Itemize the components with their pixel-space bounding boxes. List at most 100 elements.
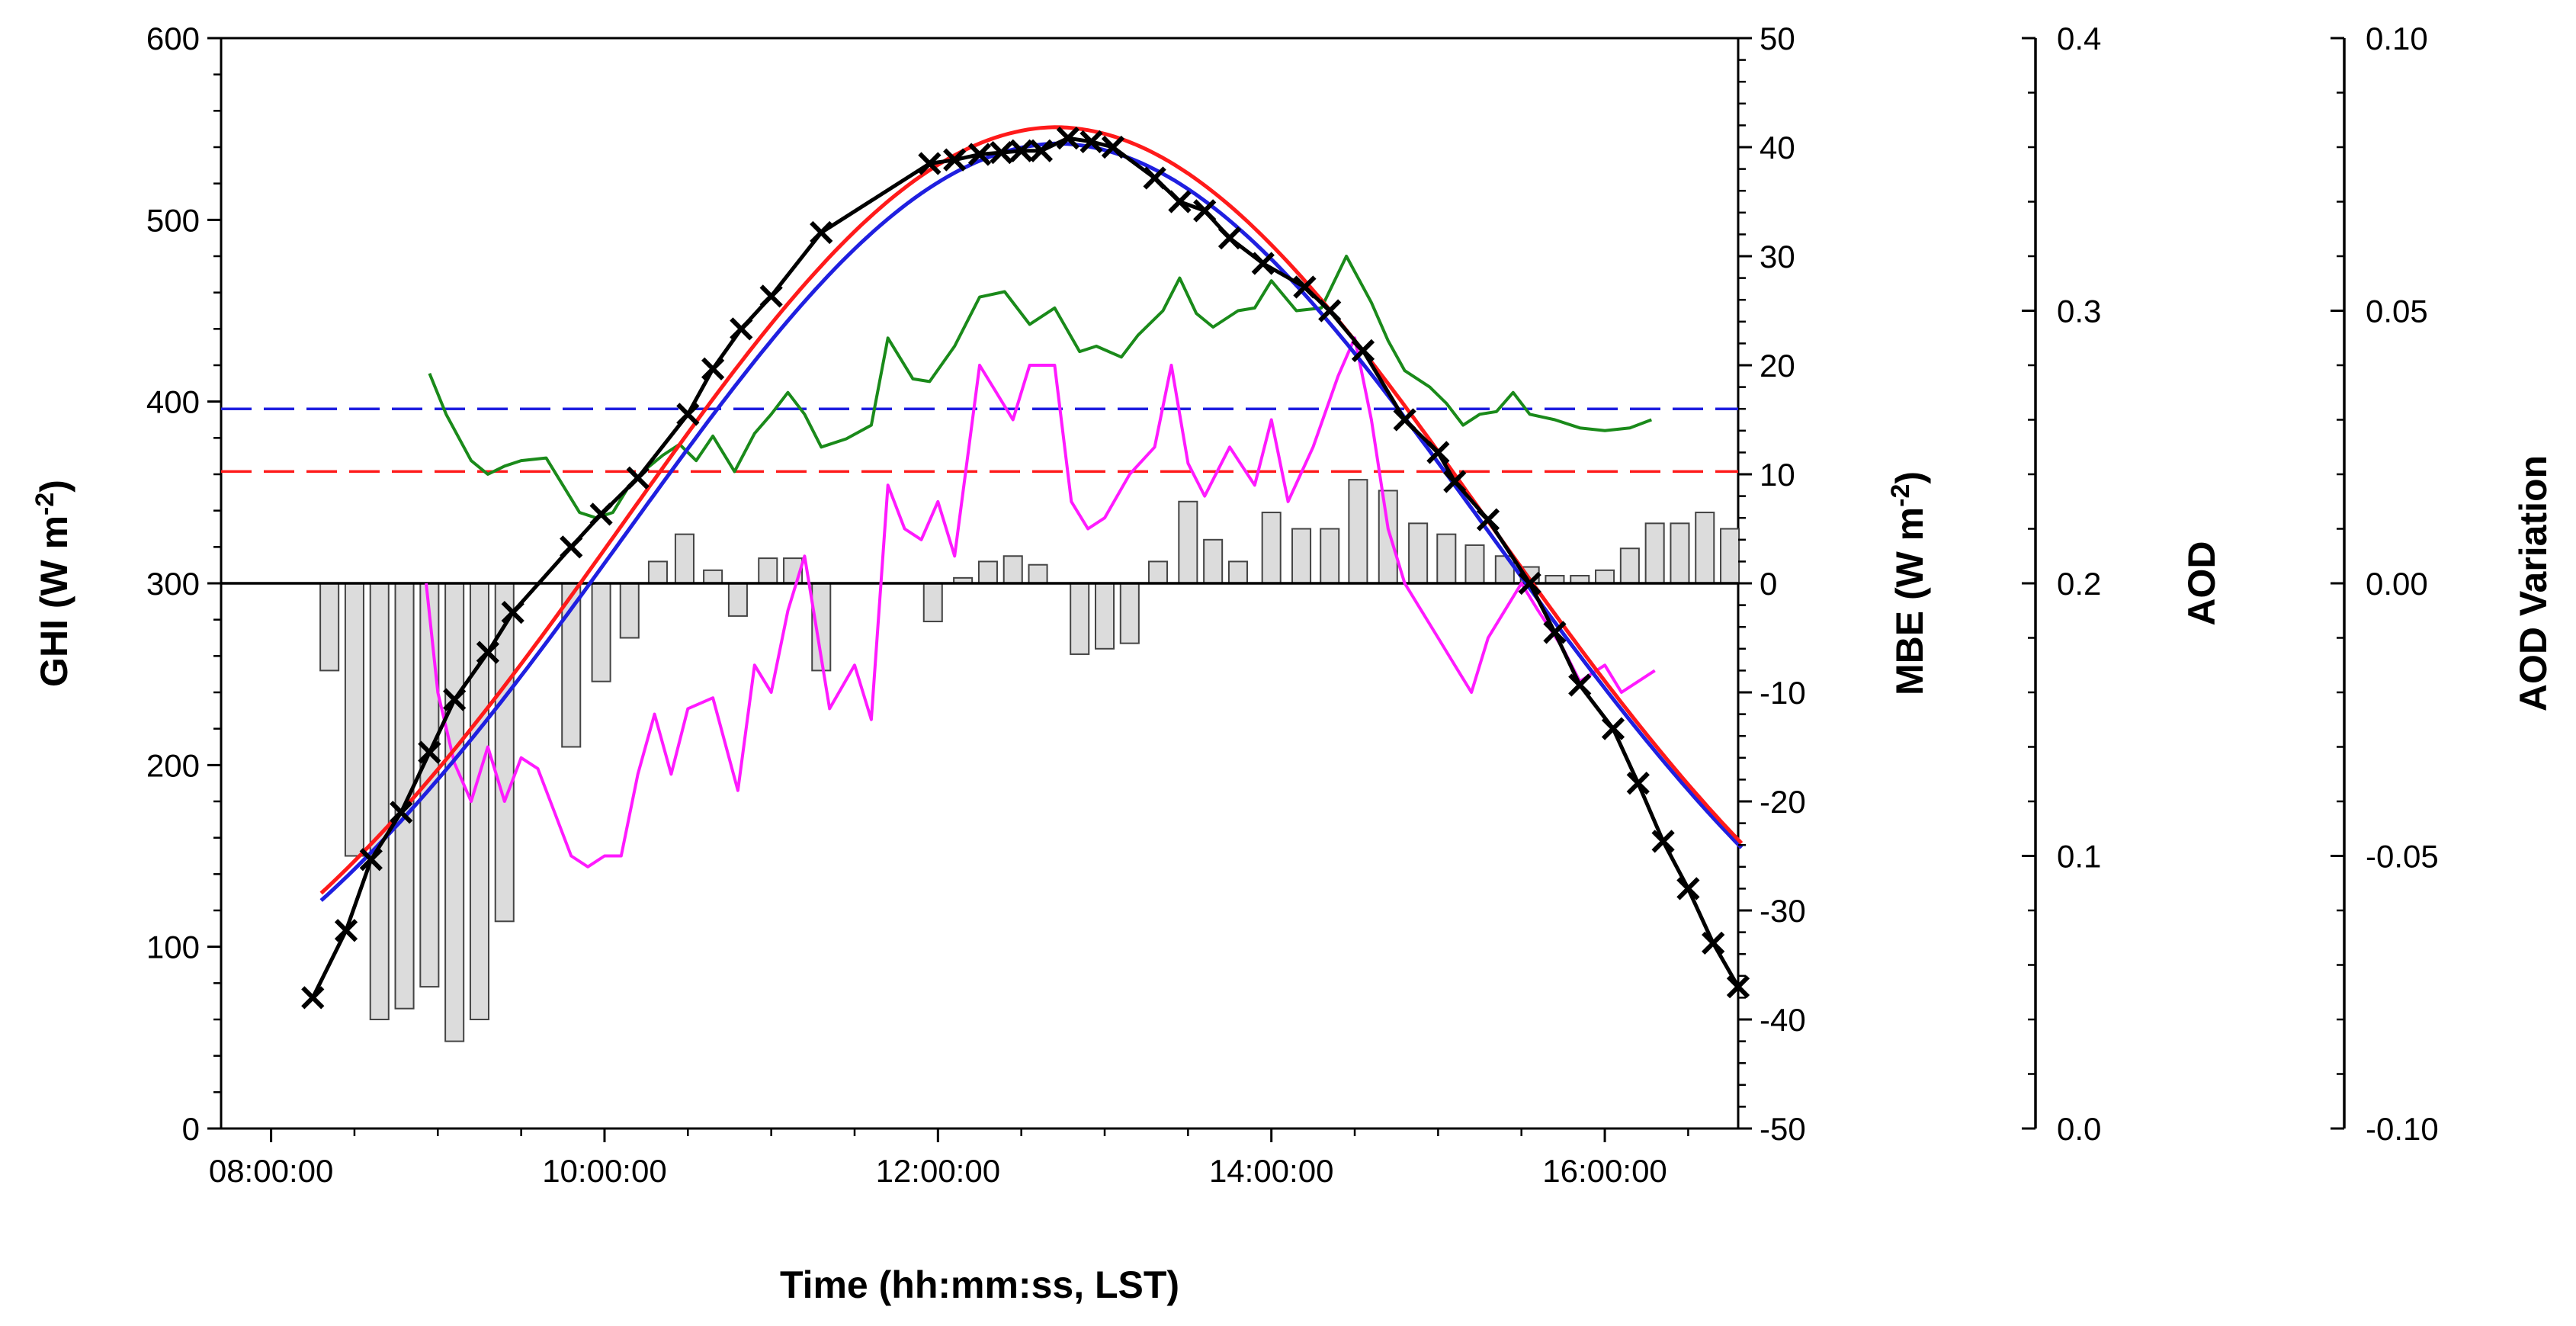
mbe-tick-label-9: 40 <box>1760 130 1795 165</box>
series-lines-group <box>311 125 1744 999</box>
measured-x-marker-10 <box>626 466 650 490</box>
mbe-bar-28 <box>1203 538 1224 584</box>
mbe-bar-15 <box>758 557 778 584</box>
measured-x-marker-28 <box>1217 226 1242 250</box>
mbe-bar-23 <box>1070 583 1090 655</box>
mbe-tick-label-4: -10 <box>1760 675 1806 711</box>
mbe-bar-9 <box>591 583 611 682</box>
mbe-bar-24 <box>1094 583 1115 650</box>
mbe-bar-35 <box>1408 522 1429 584</box>
x-tick-label-1: 10:00:00 <box>542 1153 667 1189</box>
measured-x-marker-13 <box>730 317 753 341</box>
measured-x-marker-9 <box>589 502 613 526</box>
measured-x-marker-3 <box>390 801 413 824</box>
mbe-bar-1 <box>344 583 364 857</box>
mbe-tick-label-0: -50 <box>1760 1111 1806 1147</box>
aod-variation-magenta-line <box>425 336 1656 868</box>
mbe-bar-37 <box>1464 544 1485 585</box>
ghi-measured-black-line <box>311 136 1740 999</box>
mbe-tick-label-2: -30 <box>1760 893 1806 929</box>
aod-tick-label-0: 0.0 <box>2057 1111 2101 1147</box>
measured-x-marker-44 <box>1702 931 1725 955</box>
aod-variation-tick-label-3: 0.05 <box>2366 294 2428 329</box>
mbe-bar-8 <box>561 583 582 748</box>
mbe-axis-title: MBE (W m-2) <box>1886 471 1931 695</box>
measured-x-marker-8 <box>560 535 583 559</box>
measured-x-marker-19 <box>990 141 1013 165</box>
mbe-bar-22 <box>1028 563 1048 585</box>
measured-x-marker-7 <box>501 601 525 624</box>
aod-tick-label-2: 0.2 <box>2057 566 2101 602</box>
measured-x-marker-12 <box>701 357 725 380</box>
aod-variation-tick-label-1: -0.05 <box>2366 839 2439 875</box>
measured-x-marker-14 <box>759 284 783 308</box>
measured-x-marker-41 <box>1626 772 1650 795</box>
mbe-bar-31 <box>1291 528 1312 584</box>
measured-x-marker-5 <box>443 688 467 711</box>
axes-group: 08:00:00 10:00:00 12:00:00 14:00:00 16:00:00… <box>146 21 2439 1189</box>
mbe-tick-label-8: 30 <box>1760 239 1795 275</box>
aod-tick-label-3: 0.3 <box>2057 294 2101 329</box>
measured-x-marker-39 <box>1568 673 1592 697</box>
measured-x-marker-45 <box>1726 974 1750 999</box>
mbe-bar-34 <box>1378 490 1398 585</box>
measured-x-marker-27 <box>1193 199 1217 223</box>
measured-x-marker-43 <box>1676 877 1700 901</box>
ghi-tick-label-2: 200 <box>146 747 200 783</box>
measured-x-marker-31 <box>1318 299 1342 323</box>
mbe-bar-11 <box>647 560 668 585</box>
x-tick-label-2: 12:00:00 <box>876 1153 1001 1189</box>
aod-tick-label-1: 0.1 <box>2057 839 2101 875</box>
mbe-bar-46 <box>1695 512 1715 584</box>
ghi-tick-label-6: 600 <box>146 21 200 56</box>
mbe-tick-label-3: -20 <box>1760 784 1806 820</box>
measured-x-marker-35 <box>1443 470 1467 493</box>
measured-x-marker-15 <box>810 220 833 245</box>
measured-x-marker-1 <box>334 919 358 942</box>
ghi-blue-line <box>319 141 1744 902</box>
measured-x-marker-34 <box>1426 441 1450 464</box>
measured-x-marker-16 <box>918 152 942 175</box>
measured-x-marker-18 <box>967 143 992 166</box>
mbe-bar-42 <box>1595 569 1615 585</box>
mbe-tick-label-1: -40 <box>1760 1002 1806 1038</box>
aod-variation-tick-label-2: 0.00 <box>2366 566 2428 602</box>
mbe-bar-25 <box>1119 583 1140 644</box>
x-tick-label-4: 16:00:00 <box>1542 1153 1667 1189</box>
measured-x-marker-33 <box>1393 408 1416 432</box>
mbe-bar-5 <box>444 583 465 1042</box>
mbe-bar-26 <box>1147 560 1169 585</box>
mbe-tick-label-7: 20 <box>1760 348 1795 384</box>
measured-markers-group <box>301 126 1750 1010</box>
measured-x-marker-21 <box>1029 139 1054 162</box>
ghi-tick-label-5: 500 <box>146 202 200 238</box>
measured-x-marker-26 <box>1168 190 1192 214</box>
x-tick-label-0: 08:00:00 <box>209 1153 334 1189</box>
measured-x-marker-36 <box>1476 508 1500 531</box>
ghi-tick-label-3: 300 <box>146 566 200 602</box>
ghi-tick-label-0: 0 <box>182 1111 200 1147</box>
measured-x-marker-42 <box>1651 830 1675 853</box>
measured-x-marker-2 <box>359 848 383 872</box>
mbe-bar-47 <box>1720 528 1740 584</box>
mbe-bar-21 <box>1002 555 1023 584</box>
mbe-bar-36 <box>1436 533 1457 585</box>
measured-x-marker-37 <box>1518 571 1541 596</box>
ghi-axis-title: GHI (W m-2) <box>30 480 75 687</box>
measured-x-marker-20 <box>1009 139 1033 162</box>
x-axis-title: Time (hh:mm:ss, LST) <box>780 1263 1179 1306</box>
mbe-bar-2 <box>369 583 390 1020</box>
mbe-bars-group <box>319 479 1740 1042</box>
ghi-tick-label-1: 100 <box>146 929 200 965</box>
aod-variation-tick-label-4: 0.10 <box>2366 21 2428 56</box>
mbe-bar-29 <box>1227 560 1248 585</box>
aod-dashed-lines-group <box>221 407 1738 474</box>
mbe-tick-label-6: 10 <box>1760 457 1795 493</box>
measured-x-marker-6 <box>476 641 500 664</box>
ghi-red-line <box>319 125 1744 895</box>
aod-green-line <box>428 255 1653 520</box>
measured-x-marker-23 <box>1079 130 1103 153</box>
measured-x-marker-29 <box>1251 252 1275 275</box>
mbe-tick-label-10: 50 <box>1760 21 1795 56</box>
